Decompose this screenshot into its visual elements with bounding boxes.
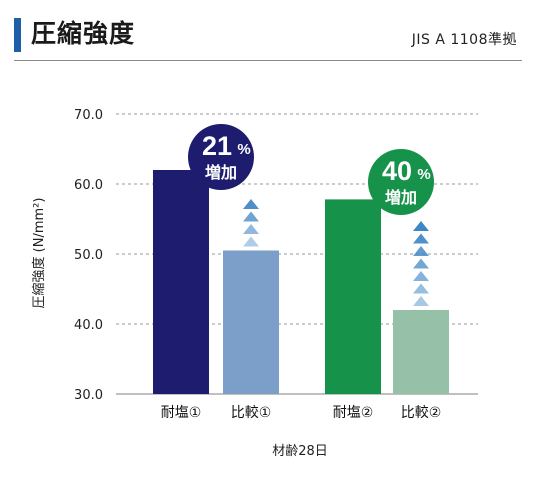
page-title: 圧縮強度 <box>31 19 136 48</box>
y-tick-label: 70.0 <box>74 108 103 123</box>
x-tick-labels: 耐塩① 比較① 耐塩② 比較② <box>161 405 442 421</box>
up-arrow-icon <box>413 233 429 244</box>
badge-label: 増加 <box>205 163 237 182</box>
increase-badge: 21 %増加 <box>188 124 254 190</box>
y-axis-label: 圧縮強度 (N/mm²) <box>31 198 47 309</box>
increase-badges: 21 %増加 40 %増加 <box>188 124 434 215</box>
up-arrow-icon <box>243 236 259 247</box>
bar <box>325 199 381 394</box>
x-tick-label: 比較② <box>401 405 442 421</box>
x-tick-label: 比較① <box>231 405 272 421</box>
x-axis-label: 材齢28日 <box>272 444 328 459</box>
up-arrow-icon <box>413 296 429 306</box>
badge-unit: % <box>237 141 250 158</box>
bar <box>153 170 209 394</box>
x-tick-label: 耐塩② <box>333 405 374 421</box>
badge-unit: % <box>417 166 430 183</box>
badge-percent: 40 <box>382 156 412 186</box>
badge-circle <box>368 149 434 215</box>
y-tick-label: 50.0 <box>74 248 103 263</box>
up-arrow-icon <box>413 221 429 231</box>
header: 圧縮強度 JIS A 1108準拠 <box>0 0 535 62</box>
title-accent-bar <box>14 18 21 52</box>
badge-circle <box>188 124 254 190</box>
up-arrow-icon <box>243 224 259 234</box>
badge-label: 増加 <box>385 188 417 207</box>
header-divider <box>14 60 522 61</box>
x-tick-label: 耐塩① <box>161 405 202 421</box>
up-arrow-icon <box>413 246 429 256</box>
y-tick-label: 40.0 <box>74 318 103 333</box>
up-arrow-icon <box>243 199 259 209</box>
up-arrow-icon <box>413 283 429 294</box>
up-arrow-icon <box>413 271 429 281</box>
badge-percent: 21 <box>202 131 232 161</box>
up-arrow-icon <box>243 211 259 222</box>
y-tick-labels: 30.0 40.0 50.0 60.0 70.0 <box>74 108 103 403</box>
bar <box>223 250 279 394</box>
y-tick-label: 30.0 <box>74 388 103 403</box>
y-tick-label: 60.0 <box>74 178 103 193</box>
bar <box>393 310 449 394</box>
increase-arrows <box>243 199 429 306</box>
increase-badge: 40 %増加 <box>368 149 434 215</box>
bars <box>153 170 449 394</box>
up-arrow-icon <box>413 258 429 269</box>
standard-note: JIS A 1108準拠 <box>411 32 517 48</box>
